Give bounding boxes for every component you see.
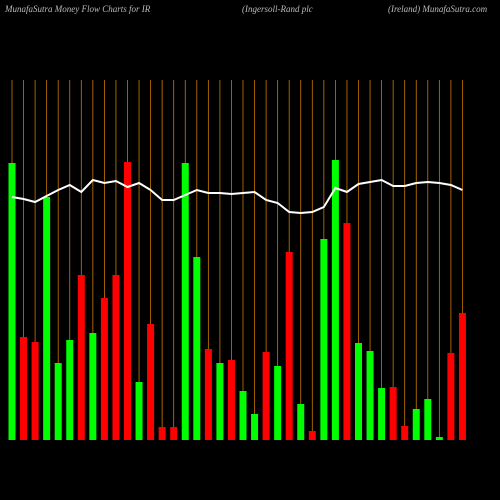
bar <box>378 388 386 440</box>
bar <box>308 431 316 440</box>
bar <box>331 160 339 440</box>
bar <box>66 340 74 440</box>
bar <box>355 343 362 440</box>
bar <box>435 437 443 440</box>
bar <box>158 427 166 440</box>
bar <box>112 275 120 440</box>
bar <box>181 163 189 440</box>
bar <box>193 257 201 440</box>
bar <box>89 333 97 440</box>
bar <box>31 342 39 440</box>
money-flow-line <box>11 178 463 215</box>
bar <box>389 387 397 440</box>
bar <box>401 426 409 440</box>
bar <box>366 351 374 440</box>
bar <box>297 404 305 440</box>
bar <box>216 363 224 440</box>
bar <box>77 275 85 440</box>
chart-title: MunafaSutra Money Flow Charts for IR <box>4 4 151 14</box>
bar <box>227 360 235 440</box>
chart-source: (Ireland) MunafaSutra.com <box>388 4 488 14</box>
bar <box>20 337 28 440</box>
bar <box>447 353 455 440</box>
bar <box>147 324 155 440</box>
bar <box>124 162 131 440</box>
bar <box>458 313 466 440</box>
bar <box>285 252 293 440</box>
bar <box>239 391 247 440</box>
bar <box>170 427 178 440</box>
chart-subtitle: (Ingersoll-Rand plc <box>242 4 313 14</box>
bar <box>100 298 108 440</box>
bar <box>343 223 351 440</box>
bar <box>320 239 328 440</box>
bar <box>424 399 432 440</box>
bar <box>274 366 282 440</box>
bar <box>135 382 143 440</box>
bar <box>204 349 212 440</box>
bar <box>262 352 270 440</box>
bar <box>43 197 51 440</box>
bar <box>251 414 259 440</box>
bar <box>54 363 62 440</box>
bar <box>412 409 420 440</box>
bar <box>8 163 16 440</box>
